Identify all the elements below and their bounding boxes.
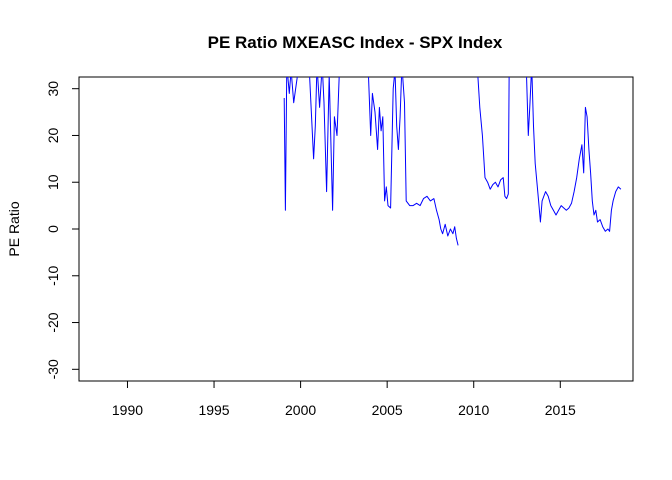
x-tick-label: 2010: [458, 402, 489, 418]
series-line-1: [283, 77, 459, 246]
plot-frame: [78, 76, 634, 382]
x-tick-label: 1990: [112, 402, 143, 418]
y-axis-label: PE Ratio: [6, 201, 22, 256]
x-tick-label: 2005: [372, 402, 403, 418]
y-tick-label: 30: [45, 81, 61, 97]
x-tick-label: 2000: [285, 402, 316, 418]
y-axis: -30 -20 -10 0 10 20 30: [45, 81, 80, 379]
y-tick-label: -20: [45, 312, 61, 332]
y-tick-label: -10: [45, 265, 61, 285]
x-tick-label: 2015: [545, 402, 576, 418]
series-group: [283, 77, 622, 246]
x-axis: 1990 1995 2000 2005 2010 2015: [112, 380, 576, 418]
series-line-2: [477, 77, 622, 232]
y-tick-label: -30: [45, 359, 61, 379]
y-tick-label: 0: [45, 225, 61, 233]
x-tick-label: 1995: [198, 402, 229, 418]
chart-title: PE Ratio MXEASC Index - SPX Index: [208, 33, 503, 52]
y-tick-label: 20: [45, 127, 61, 143]
y-tick-label: 10: [45, 174, 61, 190]
